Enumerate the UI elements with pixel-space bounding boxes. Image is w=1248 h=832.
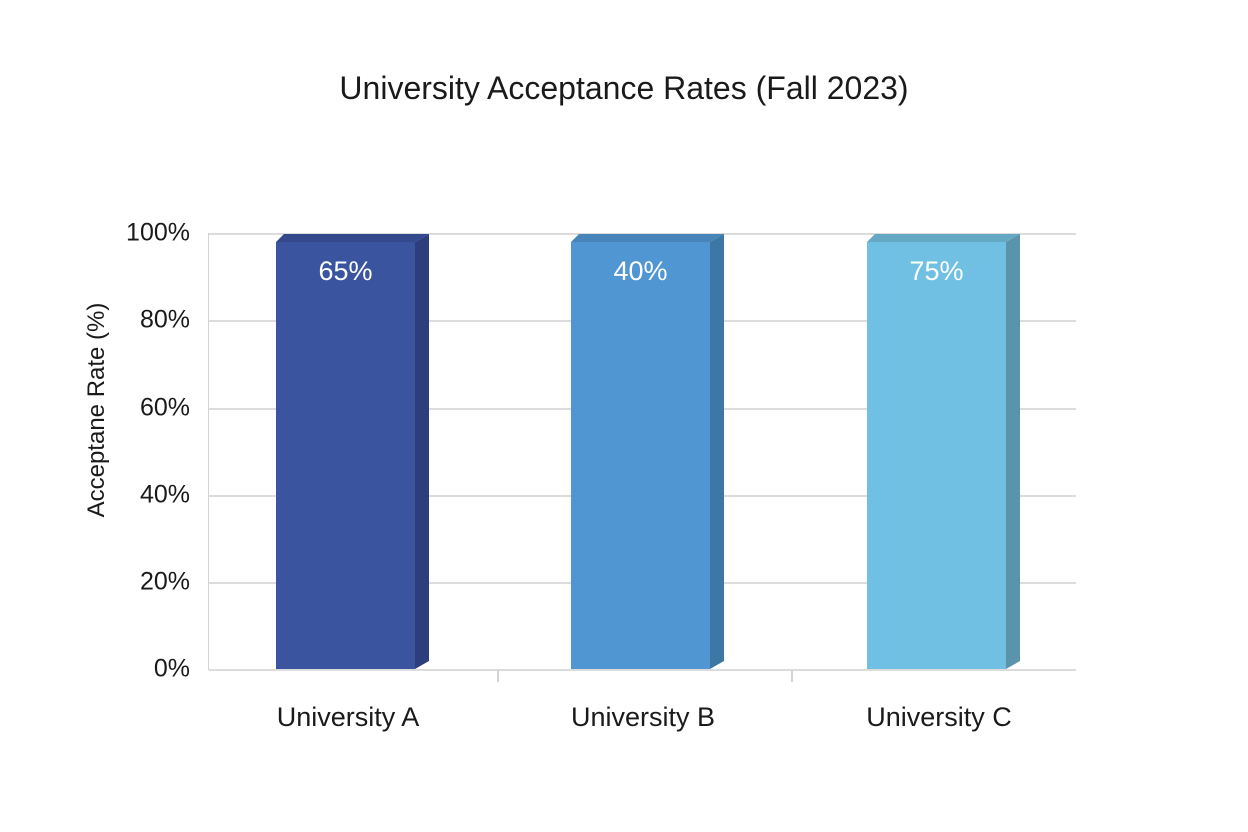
bar-top-face <box>867 234 1020 242</box>
x-label-university-c: University C <box>866 702 1012 732</box>
y-tick-80: 80% <box>139 305 190 334</box>
x-label-university-a: University A <box>276 702 420 732</box>
y-tick-100: 100% <box>126 218 190 247</box>
y-axis-label: Acceptane Rate (%) <box>83 302 110 518</box>
x-tick-mark <box>791 670 793 682</box>
x-axis-line <box>209 669 1076 671</box>
bar-side-face <box>415 234 429 669</box>
y-tick-0: 0% <box>153 654 190 683</box>
bar-top-face <box>571 234 724 242</box>
y-tick-20: 20% <box>139 567 190 596</box>
bar-value-label: 65% <box>318 256 373 286</box>
bar-university-c[interactable]: 75% <box>867 234 1020 669</box>
bar-front-face <box>276 242 415 669</box>
bar-front-face <box>867 242 1006 669</box>
bar-side-face <box>1006 234 1020 669</box>
bar-front-face <box>571 242 710 669</box>
bar-value-label: 40% <box>613 256 668 286</box>
x-tick-mark <box>497 670 499 682</box>
bar-top-face <box>276 234 429 242</box>
bar-value-label: 75% <box>909 256 964 286</box>
gridline-100 <box>209 233 1076 235</box>
bar-university-b[interactable]: 40% <box>571 234 724 669</box>
bar-university-a[interactable]: 65% <box>276 234 429 669</box>
chart-title: University Acceptance Rates (Fall 2023) <box>339 70 909 106</box>
y-tick-60: 60% <box>139 393 190 422</box>
x-label-university-b: University B <box>570 702 716 732</box>
y-tick-40: 40% <box>139 480 190 509</box>
bar-side-face <box>710 234 724 669</box>
